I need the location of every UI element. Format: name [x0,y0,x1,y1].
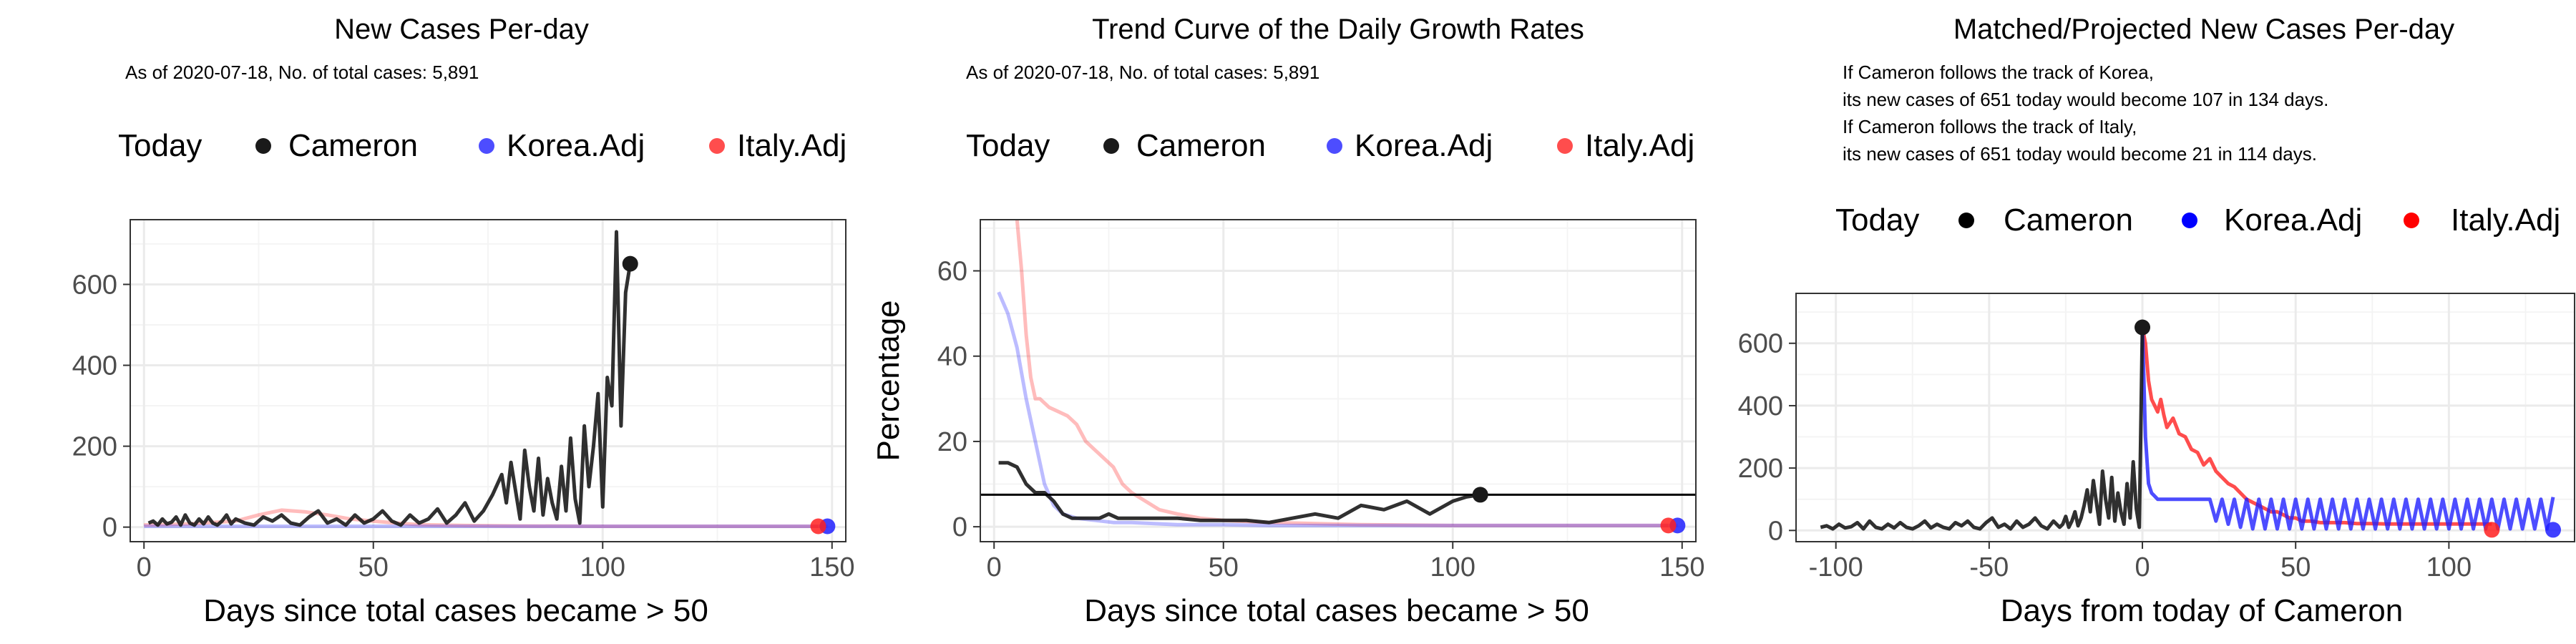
x-tick-label: 0 [2135,552,2150,582]
series-line-cameron [1820,327,2145,531]
series-line-korea-adj [997,291,1678,527]
x-tick-label: 100 [580,552,625,582]
legend-3-korea-key [2182,213,2197,228]
x-tick-label: 50 [358,552,389,582]
legend-3-italy-label: Italy.Adj [2451,203,2560,238]
chart-1-grid [130,220,846,542]
series-line-cameron [998,461,1481,525]
y-tick-label: 40 [937,342,967,372]
chart-3-today-points [2135,319,2562,538]
chart-1: New Cases Per-day As of 2020-07-18, No. … [72,14,855,628]
legend-2-italy-key [1557,138,1573,154]
y-tick-label: 600 [72,270,117,300]
chart-2-legend: Today Cameron Korea.Adj Italy.Adj [966,128,1694,163]
legend-1-italy-label: Italy.Adj [737,128,847,163]
y-tick-label: 400 [72,351,117,381]
chart-1-x-axis-title: Days since total cases became > 50 [203,593,708,628]
series-line-italy-adj [2140,327,2492,526]
chart-3-x-axis-title: Days from today of Cameron [2001,593,2403,628]
y-tick-label: 20 [937,427,967,457]
x-tick-label: 150 [809,552,854,582]
chart-1-today-points [622,255,836,535]
legend-2-italy-label: Italy.Adj [1585,128,1694,163]
legend-1-cameron-key [255,138,271,154]
y-tick-label: 600 [1738,329,1783,359]
chart-3-subtitle-line-2: its new cases of 651 today would become … [1843,89,2328,110]
legend-3-title: Today [1835,203,1919,238]
x-tick-label: 100 [1430,552,1475,582]
today-point-cameron [622,255,638,272]
chart-2-grid [980,220,1696,542]
legend-2-title: Today [966,128,1050,163]
legend-1-italy-key [709,138,725,154]
chart-3-subtitle-line-3: If Cameron follows the track of Italy, [1843,116,2137,137]
chart-3-title: Matched/Projected New Cases Per-day [1953,14,2454,45]
x-tick-label: 100 [2426,552,2472,582]
legend-3-cameron-key [1958,213,1974,228]
today-point-korea-adj [2545,522,2562,538]
series-line-italy-adj [1015,220,1669,527]
legend-3-cameron-label: Cameron [2004,203,2133,238]
y-tick-label: 0 [1768,516,1783,546]
chart-2-panel-border [980,219,1697,542]
x-tick-label: -100 [1809,552,1863,582]
chart-1-ticks: 0 50 100 150 0 200 400 600 [72,270,855,582]
chart-3-legend: Today Cameron Korea.Adj Italy.Adj [1835,203,2560,238]
today-point-cameron [1472,487,1488,503]
chart-2-subtitle: As of 2020-07-18, No. of total cases: 5,… [966,62,1319,83]
chart-1-legend: Today Cameron Korea.Adj Italy.Adj [118,128,847,163]
x-tick-label: 50 [1209,552,1239,582]
y-tick-label: 200 [72,432,117,462]
legend-3-italy-key [2404,213,2419,228]
chart-2-y-axis-title: Percentage [871,300,906,461]
y-tick-label: 200 [1738,454,1783,484]
chart-2-title: Trend Curve of the Daily Growth Rates [1092,14,1584,45]
legend-2-korea-key [1327,138,1342,154]
chart-2-x-axis-title: Days since total cases became > 50 [1084,593,1589,628]
today-point-italy-adj [2484,522,2500,538]
chart-1-panel-border [130,219,847,542]
x-tick-label: 0 [987,552,1002,582]
legend-2-cameron-key [1103,138,1119,154]
chart-3-subtitle-line-4: its new cases of 651 today would become … [1843,143,2317,165]
x-tick-label: 0 [137,552,152,582]
legend-2-cameron-label: Cameron [1136,128,1266,163]
chart-1-series [144,230,828,528]
legend-3-korea-label: Korea.Adj [2224,203,2362,238]
series-line-korea-adj [2140,327,2555,531]
chart-1-subtitle: As of 2020-07-18, No. of total cases: 5,… [125,62,479,83]
legend-1-korea-key [479,138,494,154]
chart-2-ticks: 0 50 100 150 0 20 40 60 [937,257,1705,582]
chart-2: Trend Curve of the Daily Growth Rates As… [871,14,1704,628]
today-point-italy-adj [1660,517,1677,534]
y-tick-label: 0 [952,512,967,542]
x-tick-label: 150 [1659,552,1704,582]
chart-3-subtitle-line-1: If Cameron follows the track of Korea, [1843,62,2154,83]
legend-1-title: Today [118,128,202,163]
legend-1-cameron-label: Cameron [288,128,418,163]
today-point-cameron [2135,319,2151,336]
chart-3: Matched/Projected New Cases Per-day If C… [1738,14,2575,628]
y-tick-label: 0 [102,513,117,543]
series-line-cameron [147,230,633,527]
chart-2-today-points [1472,487,1686,534]
chart-3-ticks: -100 -50 0 50 100 0 200 400 600 [1738,329,2472,582]
today-point-italy-adj [810,518,826,535]
legend-2-korea-label: Korea.Adj [1355,128,1493,163]
chart-3-series [1820,327,2555,531]
x-tick-label: -50 [1969,552,2009,582]
chart-3-panel-border [1795,293,2575,542]
x-tick-label: 50 [2280,552,2311,582]
y-tick-label: 60 [937,257,967,287]
legend-1-korea-label: Korea.Adj [507,128,645,163]
chart-1-title: New Cases Per-day [334,14,589,45]
y-tick-label: 400 [1738,391,1783,421]
